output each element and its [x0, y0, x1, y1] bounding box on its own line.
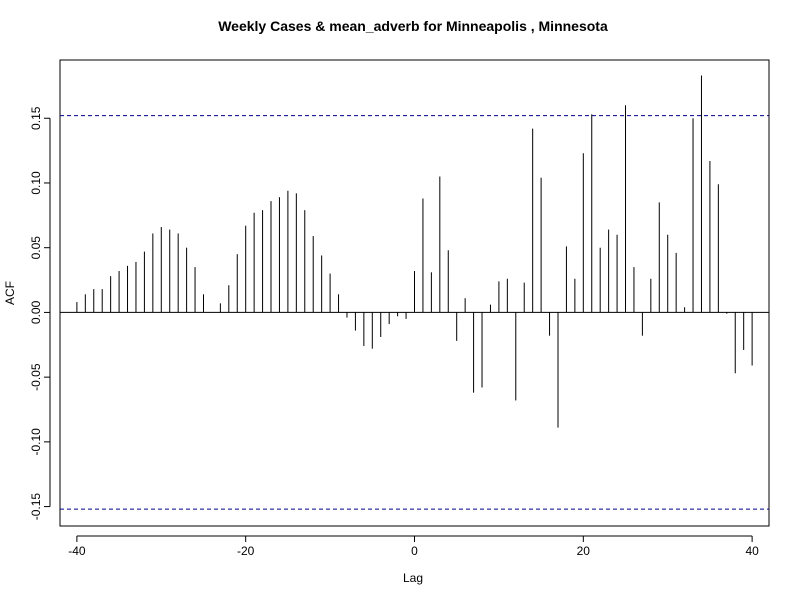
x-tick-label: -40	[68, 544, 86, 558]
y-axis-label: ACF	[3, 281, 17, 305]
y-tick-label: -0.10	[29, 428, 43, 456]
x-tick-label: 40	[745, 544, 759, 558]
y-tick-label: -0.15	[29, 493, 43, 521]
y-tick-label: 0.10	[29, 171, 43, 195]
x-axis-label: Lag	[403, 571, 423, 585]
y-tick-label: 0.00	[29, 300, 43, 324]
y-tick-label: 0.15	[29, 106, 43, 130]
x-tick-label: 0	[411, 544, 418, 558]
acf-bars	[76, 75, 753, 428]
y-tick-label: 0.05	[29, 236, 43, 260]
y-tick-label: -0.05	[29, 363, 43, 391]
plot-frame	[59, 59, 770, 527]
x-axis: -40 -20 0 20 40	[68, 535, 759, 558]
x-tick-label: 20	[577, 544, 591, 558]
chart-title: Weekly Cases & mean_adverb for Minneapol…	[218, 18, 608, 34]
y-axis: -0.15 -0.10 -0.05 0.00 0.05 0.10 0.15	[29, 106, 51, 521]
x-tick-label: -20	[237, 544, 255, 558]
